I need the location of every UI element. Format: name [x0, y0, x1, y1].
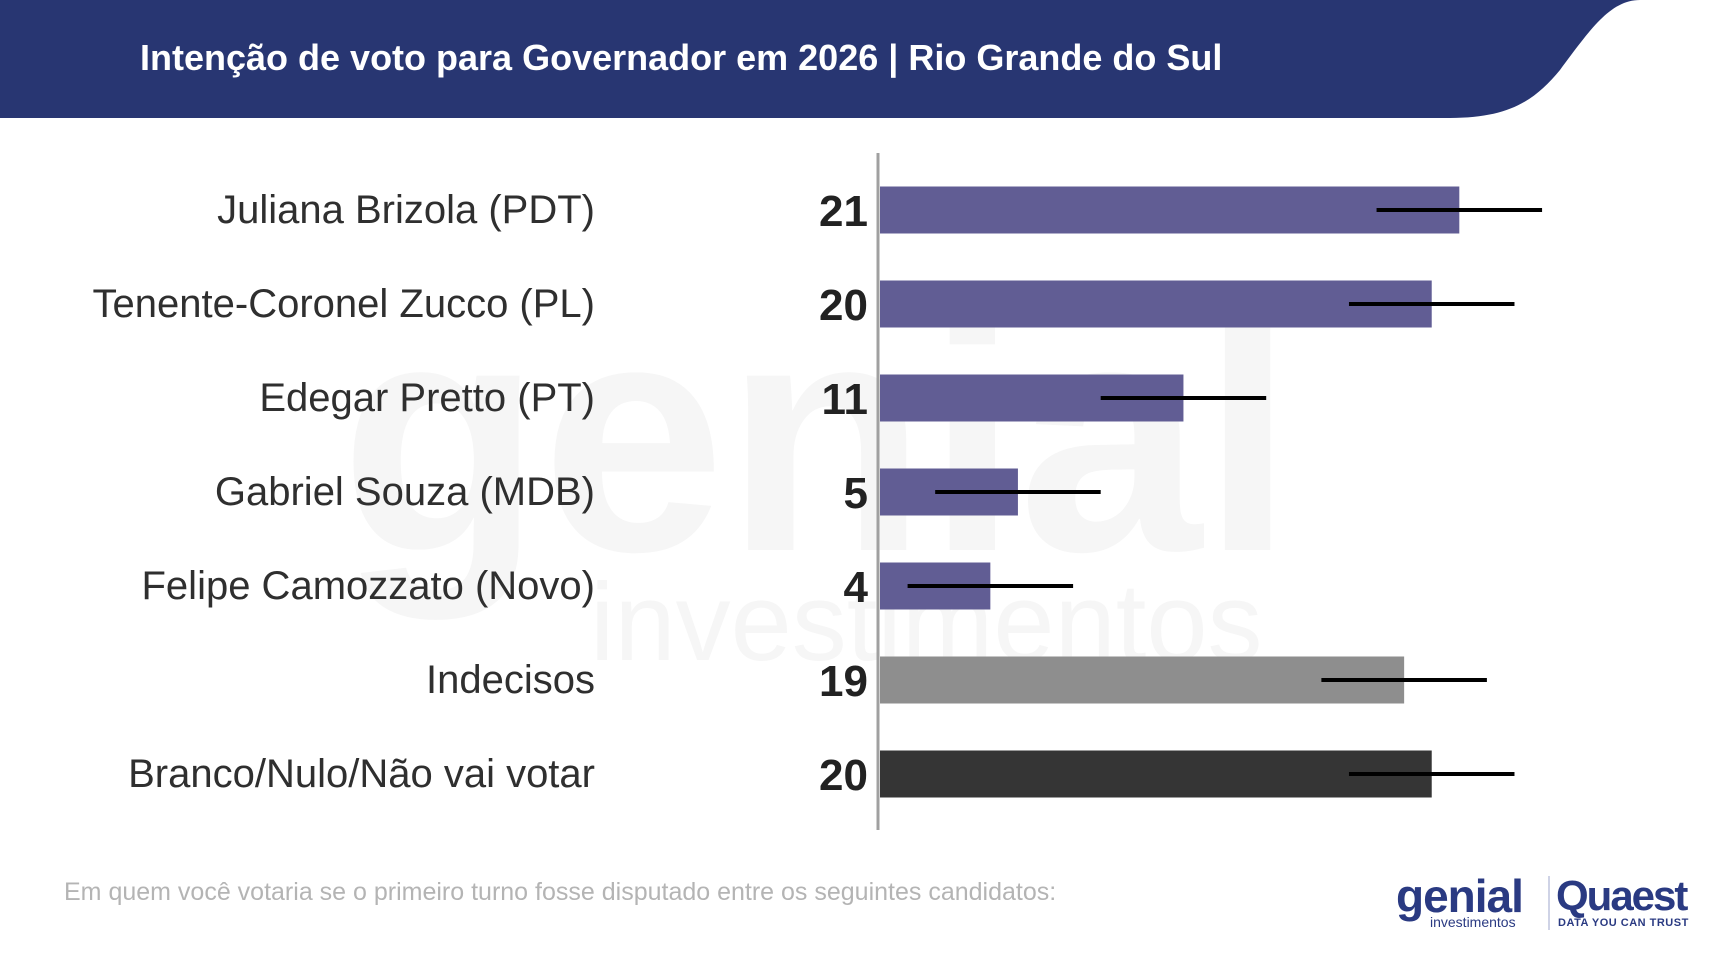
data-label: 20 — [819, 751, 868, 800]
header-shape — [0, 0, 1640, 118]
header-banner: Intenção de voto para Governador em 2026… — [0, 0, 1724, 120]
category-label: Indecisos — [426, 658, 595, 702]
category-label: Tenente-Coronel Zucco (PL) — [93, 282, 595, 326]
data-label: 21 — [819, 187, 868, 236]
data-label: 19 — [819, 657, 868, 706]
data-label: 5 — [844, 469, 868, 518]
watermark-logo: genial investimentos — [340, 300, 1294, 680]
genial-logo: genial — [1396, 870, 1524, 922]
category-label: Juliana Brizola (PDT) — [217, 188, 595, 232]
genial-logo-sub: investimentos — [1430, 914, 1516, 930]
category-label: Gabriel Souza (MDB) — [215, 470, 595, 514]
watermark-main: genial — [340, 300, 1294, 622]
data-label: 20 — [819, 281, 868, 330]
page-title: Intenção de voto para Governador em 2026… — [140, 37, 1223, 78]
category-label: Edegar Pretto (PT) — [259, 376, 595, 420]
logo-divider — [1548, 876, 1550, 930]
chart-subtitle: Em quem você votaria se o primeiro turno… — [64, 878, 1057, 906]
category-label: Felipe Camozzato (Novo) — [142, 564, 596, 608]
bar — [880, 750, 1432, 798]
bar — [880, 280, 1432, 328]
quaest-logo-sub: DATA YOU CAN TRUST — [1558, 917, 1689, 929]
bar-chart: Juliana Brizola (PDT) 21 Tenente-Coronel Z… — [93, 153, 1543, 830]
category-label: Branco/Nulo/Não vai votar — [128, 752, 595, 796]
bar — [880, 656, 1405, 704]
data-label: 4 — [844, 563, 869, 612]
bar — [880, 186, 1460, 234]
logos: genial investimentos Quaest DATA YOU CAN… — [1388, 868, 1688, 936]
data-label: 11 — [821, 375, 868, 424]
quaest-logo: Quaest — [1556, 872, 1688, 919]
